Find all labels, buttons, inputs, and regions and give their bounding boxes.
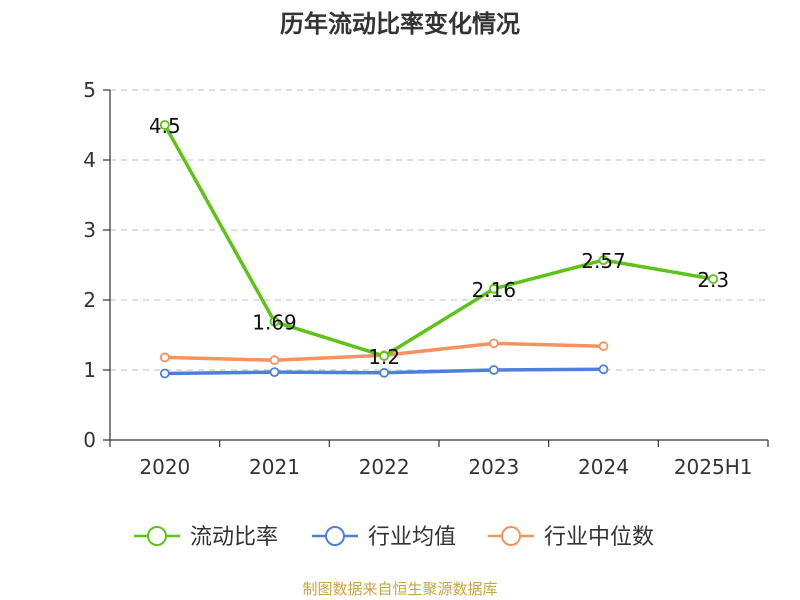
- data-label: 2.16: [472, 278, 517, 302]
- series-point[interactable]: [488, 338, 499, 349]
- legend-marker: [147, 526, 167, 546]
- series-point[interactable]: [159, 352, 170, 363]
- chart-title: 历年流动比率变化情况: [280, 10, 520, 38]
- y-tick-label: 2: [83, 288, 96, 312]
- series-point[interactable]: [379, 351, 390, 361]
- series-lines: [159, 120, 719, 379]
- series-point[interactable]: [488, 365, 499, 375]
- legend-label: 行业中位数: [544, 525, 654, 550]
- x-tick-label: 2024: [578, 455, 629, 479]
- series-point[interactable]: [708, 274, 719, 284]
- y-tick-label: 3: [83, 218, 96, 242]
- series-point[interactable]: [488, 283, 499, 294]
- legend-item-0[interactable]: 流动比率: [134, 525, 278, 550]
- series-point[interactable]: [159, 120, 170, 130]
- series-point[interactable]: [159, 368, 170, 379]
- data-label: 4.5: [149, 114, 181, 138]
- y-tick-label: 0: [83, 428, 96, 452]
- legend[interactable]: 流动比率 行业均值 行业中位数: [134, 525, 654, 550]
- x-tick-label: 2020: [139, 455, 190, 479]
- legend-label: 流动比率: [190, 525, 278, 550]
- series-point[interactable]: [598, 341, 609, 352]
- series-point[interactable]: [269, 355, 280, 366]
- axes: 0 1 2 3 4 5 2020 2021 2022 2023 2024 2025H1: [83, 78, 769, 479]
- legend-marker: [325, 526, 345, 546]
- legend-marker: [501, 526, 521, 546]
- data-label: 2.57: [581, 249, 626, 273]
- series-point[interactable]: [379, 367, 390, 378]
- source-note: 制图数据来自恒生聚源数据库: [302, 580, 498, 598]
- legend-item-2[interactable]: 行业中位数: [488, 525, 654, 550]
- x-tick-label: 2022: [359, 455, 410, 479]
- x-tick-label: 2023: [468, 455, 519, 479]
- series-point[interactable]: [269, 316, 280, 327]
- legend-label: 行业均值: [368, 525, 456, 550]
- data-label: 2.3: [697, 268, 729, 292]
- data-label: 1.69: [252, 311, 297, 335]
- series-line-0: [163, 123, 715, 358]
- data-label: 1.2: [368, 345, 400, 369]
- data-labels: 4.5 1.69 1.2 2.16 2.57 2.3: [149, 114, 729, 369]
- legend-item-1[interactable]: 行业均值: [312, 525, 456, 550]
- series-point[interactable]: [269, 367, 280, 378]
- x-tick-label: 2021: [249, 455, 300, 479]
- series-point[interactable]: [598, 364, 609, 375]
- y-tick-label: 5: [83, 78, 96, 102]
- gridlines: [110, 89, 768, 371]
- series-point[interactable]: [598, 255, 609, 266]
- y-tick-label: 1: [83, 358, 96, 382]
- y-tick-label: 4: [83, 148, 96, 172]
- x-tick-label: 2025H1: [674, 455, 753, 479]
